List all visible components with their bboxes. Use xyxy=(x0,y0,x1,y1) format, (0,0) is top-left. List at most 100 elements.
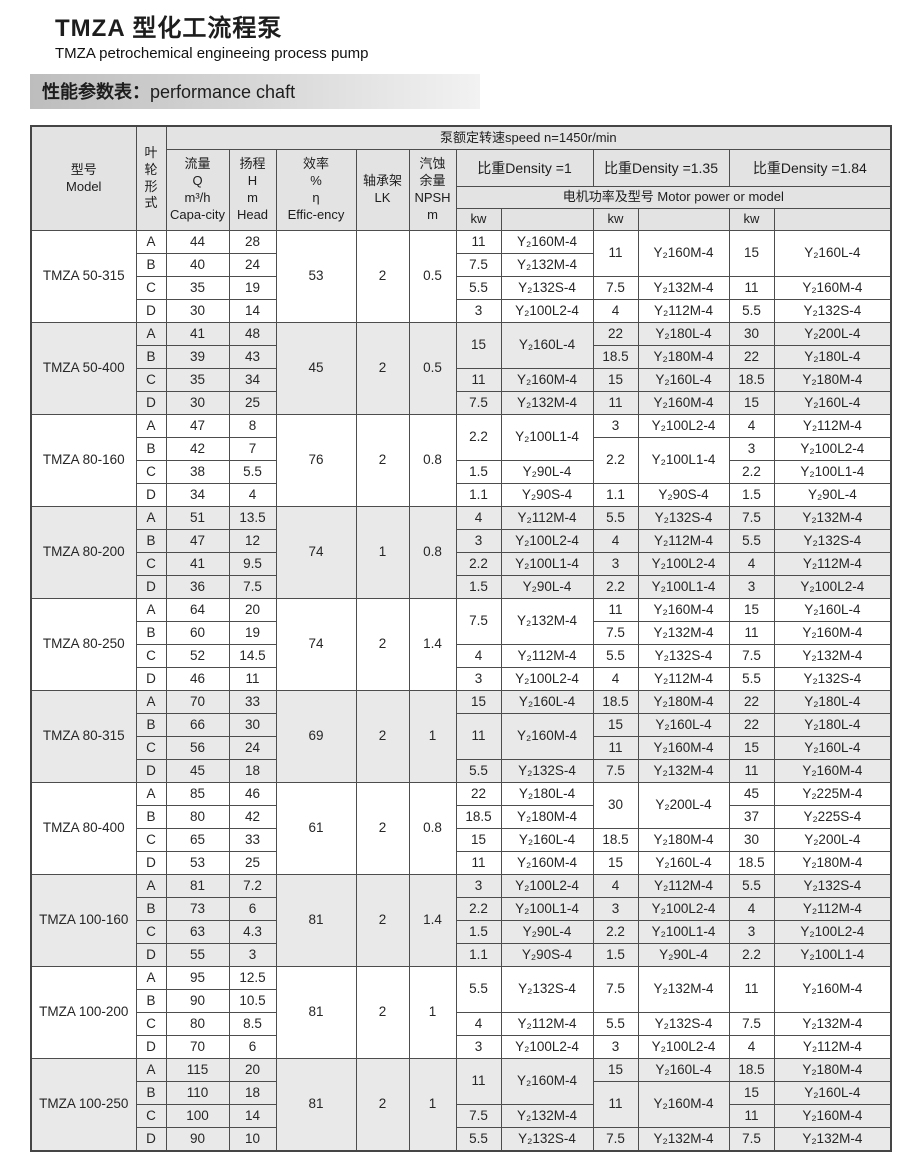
kw-cell: 2.2 xyxy=(592,920,639,944)
motor-model-cell: Y₂112M-4 xyxy=(500,644,594,668)
capacity-cell: 47 xyxy=(165,529,230,553)
kw-cell: 15 xyxy=(592,1058,639,1082)
kw-cell: 15 xyxy=(728,230,775,277)
npsh-cell: 0.5 xyxy=(408,230,457,323)
kw-cell: 7.5 xyxy=(592,759,639,783)
motor-model-cell: Y₂225S-4 xyxy=(773,805,892,829)
table-row: C 41 9.5 2.2 Y₂100L1-4 3 Y₂100L2-4 4 Y₂112M-4 xyxy=(31,552,892,576)
motor-model-cell: Y₂100L1-4 xyxy=(637,575,730,599)
motor-model-cell: Y₂160M-4 xyxy=(637,736,730,760)
motor-model-cell: Y₂225M-4 xyxy=(773,782,892,806)
motor-model-cell: Y₂132M-4 xyxy=(500,253,594,277)
motor-model-cell: Y₂132S-4 xyxy=(500,966,594,1013)
kw-cell: 5.5 xyxy=(728,529,775,553)
group-header-density-135: 比重Density =1.35 xyxy=(592,149,730,187)
motor-model-cell: Y₂160L-4 xyxy=(500,322,594,369)
head-cell: 19 xyxy=(228,276,277,300)
kw-cell: 18.5 xyxy=(592,345,639,369)
efficiency-cell: 81 xyxy=(275,966,357,1059)
col-header-head: 扬程 H m Head xyxy=(228,149,277,231)
kw-cell: 15 xyxy=(592,368,639,392)
model-cell: TMZA 80-250 xyxy=(30,598,137,691)
page-title: TMZA 型化工流程泵 xyxy=(55,15,283,42)
capacity-cell: 100 xyxy=(165,1104,230,1128)
impeller-type-cell: A xyxy=(135,230,167,254)
head-cell: 8.5 xyxy=(228,1012,277,1036)
motor-model-cell: Y₂160L-4 xyxy=(773,598,892,622)
capacity-cell: 81 xyxy=(165,874,230,898)
impeller-type-cell: C xyxy=(135,460,167,484)
kw-cell: 15 xyxy=(592,851,639,875)
section-header-zh: 性能参数表： xyxy=(42,82,150,102)
kw-cell: 7.5 xyxy=(728,1012,775,1036)
motor-model-cell: Y₂180M-4 xyxy=(500,805,594,829)
motor-model-cell: Y₂100L2-4 xyxy=(500,874,594,898)
efficiency-cell: 76 xyxy=(275,414,357,507)
kw-cell: 11 xyxy=(592,598,639,622)
kw-cell: 3 xyxy=(455,667,502,691)
table-row: TMZA 80-160 A 47 8 76 2 0.8 2.2 Y₂100L1-4 3 Y₂100L… xyxy=(30,414,892,507)
capacity-cell: 39 xyxy=(165,345,230,369)
impeller-type-cell: D xyxy=(135,299,167,323)
motor-model-cell: Y₂132S-4 xyxy=(773,299,892,323)
kw-cell: 2.2 xyxy=(592,575,639,599)
kw-cell: 11 xyxy=(592,391,639,415)
motor-model-cell: Y₂180L-4 xyxy=(773,713,892,737)
capacity-cell: 38 xyxy=(165,460,230,484)
motor-model-cell: Y₂132M-4 xyxy=(773,506,892,530)
kw-cell: 1.5 xyxy=(592,943,639,967)
motor-model-cell: Y₂160L-4 xyxy=(773,1081,892,1105)
table-row: D 30 14 3 Y₂100L2-4 4 Y₂112M-4 5.5 Y₂132S-4 xyxy=(31,299,892,323)
table-row: B 39 43 18.5 Y₂180M-4 22 Y₂180L-4 xyxy=(31,345,892,369)
capacity-cell: 90 xyxy=(165,1127,230,1152)
motor-model-cell: Y₂160M-4 xyxy=(637,1081,730,1128)
kw-cell: 15 xyxy=(728,598,775,622)
head-cell: 28 xyxy=(228,230,277,254)
col-header-impeller: 叶 轮 形 式 xyxy=(135,125,167,231)
motor-model-cell: Y₂112M-4 xyxy=(637,299,730,323)
kw-cell: 7.5 xyxy=(592,966,639,1013)
table-head: 型号 Model 叶 轮 形 式 泵额定转速speed n=1450r/min … xyxy=(30,125,892,231)
kw-cell: 5.5 xyxy=(592,644,639,668)
impeller-type-cell: C xyxy=(135,644,167,668)
motor-model-cell: Y₂160L-4 xyxy=(500,828,594,852)
motor-model-cell: Y₂132S-4 xyxy=(773,667,892,691)
motor-model-cell: Y₂180L-4 xyxy=(773,345,892,369)
motor-model-cell: Y₂112M-4 xyxy=(637,667,730,691)
kw-cell: 7.5 xyxy=(455,598,502,645)
model-cell: TMZA 100-160 xyxy=(30,874,137,967)
motor-model-cell: Y₂180M-4 xyxy=(773,851,892,875)
motor-model-cell: Y₂160M-4 xyxy=(773,276,892,300)
header-motor-power: 电机功率及型号 Motor power or model xyxy=(455,186,892,209)
motor-model-cell: Y₂100L2-4 xyxy=(500,1035,594,1059)
capacity-cell: 30 xyxy=(165,299,230,323)
head-cell: 12.5 xyxy=(228,966,277,990)
kw-cell: 30 xyxy=(728,828,775,852)
kw-cell: 4 xyxy=(455,644,502,668)
motor-model-cell: Y₂160M-4 xyxy=(773,759,892,783)
motor-model-cell: Y₂100L2-4 xyxy=(773,575,892,599)
motor-model-cell: Y₂160M-4 xyxy=(500,851,594,875)
motor-model-cell: Y₂100L2-4 xyxy=(637,552,730,576)
motor-model-cell: Y₂112M-4 xyxy=(773,552,892,576)
motor-model-cell: Y₂160M-4 xyxy=(773,621,892,645)
head-cell: 33 xyxy=(228,690,277,714)
motor-model-cell: Y₂132S-4 xyxy=(500,1127,594,1152)
kw-cell: 3 xyxy=(455,874,502,898)
table-row: C 35 19 5.5 Y₂132S-4 7.5 Y₂132M-4 11 Y₂160M-4 xyxy=(31,276,892,300)
impeller-type-cell: A xyxy=(135,1058,167,1082)
head-cell: 8 xyxy=(228,414,277,438)
kw-cell: 4 xyxy=(455,1012,502,1036)
head-cell: 42 xyxy=(228,805,277,829)
motor-model-cell: Y₂160L-4 xyxy=(500,690,594,714)
motor-model-cell: Y₂132S-4 xyxy=(773,874,892,898)
kw-cell: 5.5 xyxy=(728,299,775,323)
capacity-cell: 47 xyxy=(165,414,230,438)
capacity-cell: 80 xyxy=(165,1012,230,1036)
motor-model-cell: Y₂160M-4 xyxy=(773,1104,892,1128)
kw-cell: 4 xyxy=(728,897,775,921)
impeller-type-cell: D xyxy=(135,943,167,967)
model-cell: TMZA 80-400 xyxy=(30,782,137,875)
kw-cell: 11 xyxy=(455,1058,502,1105)
